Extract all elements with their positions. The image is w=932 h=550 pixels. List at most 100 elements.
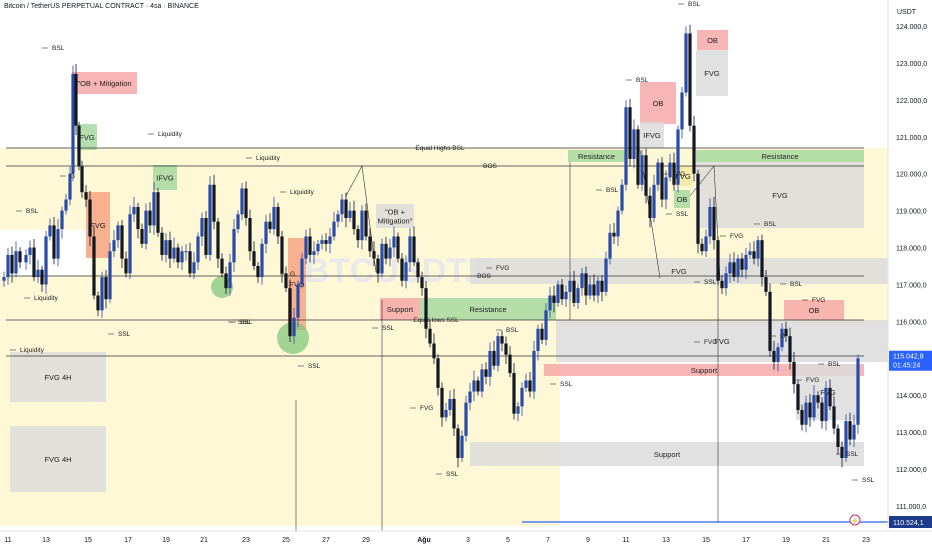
candle-body xyxy=(71,74,75,174)
annotation: G xyxy=(290,271,295,278)
candle-body xyxy=(340,199,344,215)
annotation: SSL xyxy=(118,331,131,338)
time-tick-label: 11 xyxy=(622,537,629,544)
annotation: SSL xyxy=(308,363,321,370)
annotation: G xyxy=(780,333,785,340)
candle-body xyxy=(564,291,568,300)
candle-body xyxy=(148,210,152,226)
annotation: Equal lows SSL xyxy=(413,317,459,324)
zone-box xyxy=(470,258,888,284)
time-tick-label: 17 xyxy=(124,537,132,544)
candle-body xyxy=(508,354,512,374)
candle-body xyxy=(376,258,380,274)
candle-body xyxy=(432,343,436,359)
candle-body xyxy=(476,380,480,392)
candle-body xyxy=(776,347,780,362)
candle-body xyxy=(532,350,536,392)
candle-body xyxy=(436,358,440,388)
candle-body xyxy=(812,395,816,418)
annotation: SSL xyxy=(862,477,875,484)
candle-body xyxy=(396,236,400,259)
time-tick-label: 25 xyxy=(282,537,290,544)
candle-body xyxy=(452,398,456,429)
candle-body xyxy=(632,129,636,159)
zone-label: FVG 4H xyxy=(44,373,71,382)
candle-body xyxy=(68,173,72,200)
candle-body xyxy=(400,258,404,281)
candle-body xyxy=(536,328,540,351)
candle-body xyxy=(568,280,572,292)
candle-body xyxy=(656,162,660,185)
candle-body xyxy=(660,162,664,200)
price-axis-bg xyxy=(888,0,932,550)
candle-body xyxy=(352,210,356,230)
time-tick-label: 9 xyxy=(586,537,590,544)
candle-body xyxy=(312,251,316,255)
price-tick-label: 111.000,0 xyxy=(896,504,926,511)
candle-body xyxy=(348,210,352,218)
annotation: FVG xyxy=(806,377,819,384)
candle-body xyxy=(752,251,756,259)
highlight-circle xyxy=(277,322,309,354)
candle-body xyxy=(540,328,544,340)
price-tick-label: 123.000,0 xyxy=(896,61,927,68)
candle-body xyxy=(10,254,14,274)
candle-body xyxy=(404,262,408,281)
time-tick-label: 15 xyxy=(84,537,92,544)
candle-body xyxy=(584,273,588,296)
candle-body xyxy=(816,395,820,403)
candle-body xyxy=(672,162,676,185)
candle-body xyxy=(420,277,424,289)
candle-body xyxy=(440,387,444,418)
candle-body xyxy=(152,192,156,226)
candle-body xyxy=(520,387,524,407)
zone-box xyxy=(568,150,625,162)
zone-label: FVG xyxy=(675,172,691,181)
candle-body xyxy=(756,240,760,259)
candle-body xyxy=(648,195,652,218)
candle-body xyxy=(528,380,532,392)
time-tick-label: 23 xyxy=(862,537,870,544)
candle-body xyxy=(300,258,304,285)
candle-body xyxy=(640,155,644,185)
candle-body xyxy=(720,280,724,289)
time-tick-label: 17 xyxy=(742,537,750,544)
zone-box xyxy=(674,190,690,208)
candle-body xyxy=(424,288,428,329)
candle-body xyxy=(448,398,452,410)
candle-body xyxy=(708,206,712,237)
candle-body xyxy=(316,243,320,252)
candle-body xyxy=(276,206,280,237)
candle-body xyxy=(140,229,144,244)
candle-body xyxy=(92,236,96,296)
time-tick-label: 19 xyxy=(162,537,170,544)
annotation: FVG xyxy=(420,405,433,412)
zone-label: FVG xyxy=(79,133,95,142)
candle-body xyxy=(688,33,692,126)
candle-body xyxy=(616,210,620,237)
zone-label: Resistance xyxy=(578,152,615,161)
alert-price-badge xyxy=(889,516,932,528)
candle-body xyxy=(28,247,32,255)
zone-label: Support xyxy=(654,450,681,459)
candle-body xyxy=(208,184,212,255)
candle-body xyxy=(256,266,260,278)
candle-body xyxy=(224,273,228,289)
candle-body xyxy=(492,350,496,366)
candle-body xyxy=(336,214,340,222)
zone-label: FVG xyxy=(90,221,106,230)
candle-body xyxy=(580,273,584,289)
time-tick-label: 29 xyxy=(362,537,370,544)
alert-price-label: 110.524,1 xyxy=(893,520,924,527)
candle-body xyxy=(364,210,368,237)
candle-body xyxy=(212,184,216,222)
zone-label: "OB + xyxy=(385,208,406,217)
candle-body xyxy=(488,350,492,377)
zone-box xyxy=(640,82,676,124)
candle-body xyxy=(264,221,268,244)
watermark: BTCUSDT.P xyxy=(305,252,496,290)
candle-body xyxy=(280,236,284,274)
countdown-label: 01:45:24 xyxy=(893,363,920,370)
annotation: Liquidity xyxy=(256,155,281,162)
